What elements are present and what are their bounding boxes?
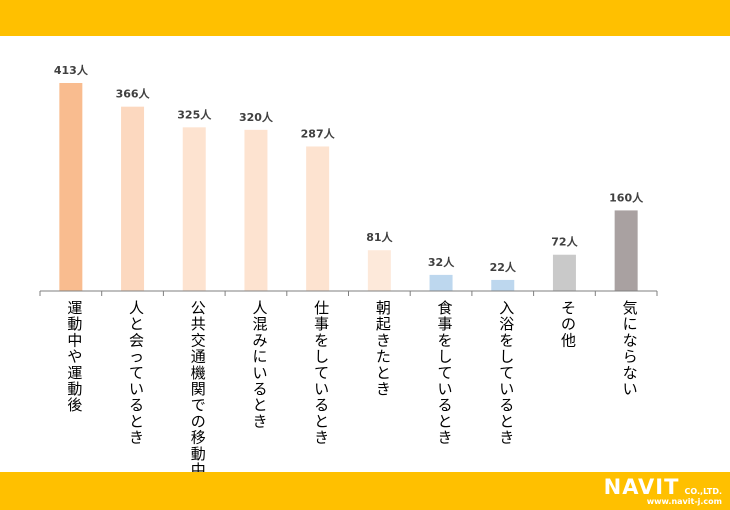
bar-2 — [121, 106, 145, 291]
category-label: 食事をしているとき — [438, 299, 453, 447]
bottom-band — [0, 472, 730, 510]
bars-group — [59, 83, 638, 291]
value-label: 22人 — [490, 260, 517, 274]
logo-url: www.navit-j.com — [646, 497, 722, 506]
category-label: 公共交通機関での移動中 — [191, 299, 206, 479]
value-label: 72人 — [551, 235, 578, 249]
top-band — [0, 0, 730, 36]
value-label: 287人 — [301, 126, 336, 140]
bar-6 — [367, 250, 391, 291]
x-axis-ticks — [39, 291, 658, 296]
bar-7 — [429, 274, 453, 291]
category-label: 運動中や運動後 — [67, 299, 82, 414]
bar-9 — [552, 254, 576, 291]
bar-3 — [182, 127, 206, 291]
value-label: 325人 — [177, 107, 212, 121]
value-label: 160人 — [609, 190, 644, 204]
bar-1 — [59, 83, 83, 291]
category-label: 仕事をしているとき — [314, 299, 329, 447]
category-label: 朝起きたとき — [376, 299, 391, 398]
bar-8 — [491, 279, 515, 291]
bar-4 — [244, 129, 268, 291]
category-labels-group: 運動中や運動後 人と会っているとき 公共交通機関での移動中 人混みにいるとき 仕事をして… — [67, 299, 637, 479]
value-label: 32人 — [428, 255, 455, 269]
category-label: 人と会っているとき — [129, 299, 144, 447]
logo-suffix: CO.,LTD. — [684, 487, 722, 496]
bar-10 — [614, 210, 638, 291]
category-label: 気にならない — [623, 299, 638, 398]
category-label: その他 — [561, 299, 576, 349]
value-label: 366人 — [116, 87, 151, 101]
bar-5 — [306, 146, 330, 291]
value-labels-group: 413人 366人 325人 320人 287人 81人 32人 22人 72人 160人 — [54, 63, 644, 274]
navit-logo: NAVIT CO.,LTD. www.navit-j.com — [602, 476, 722, 506]
category-label: 人混みにいるとき — [252, 299, 267, 430]
category-label: 入浴をしているとき — [499, 299, 514, 447]
value-label: 413人 — [54, 63, 89, 77]
value-label: 81人 — [366, 230, 393, 244]
logo-name: NAVIT — [603, 475, 680, 499]
value-label: 320人 — [239, 110, 274, 124]
